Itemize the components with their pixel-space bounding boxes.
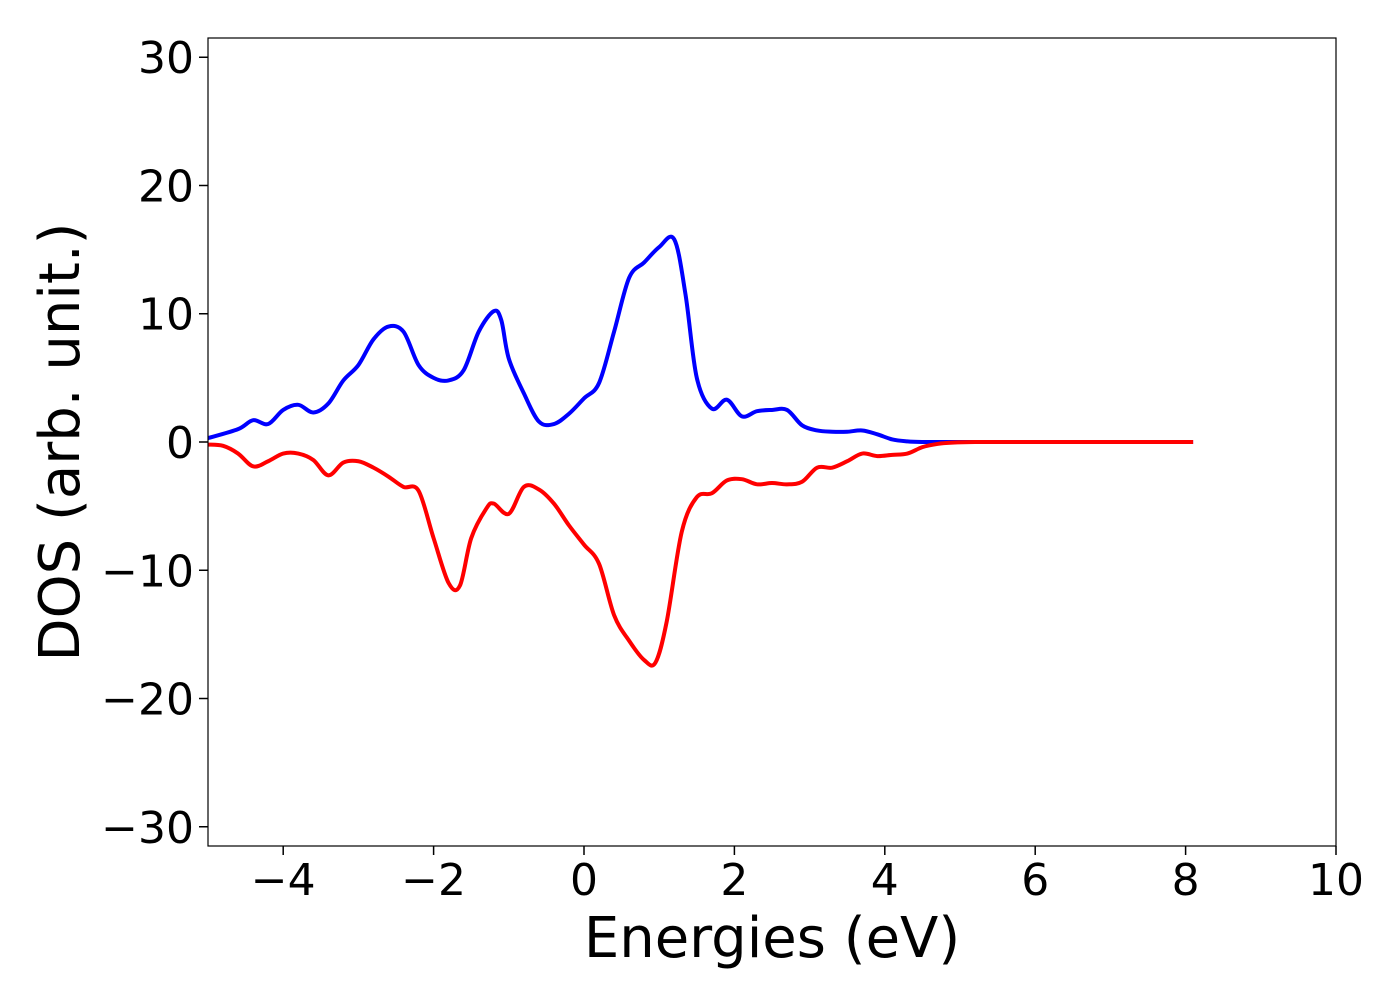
series-line-spin-up <box>208 234 1194 445</box>
x-tick-label: 2 <box>720 855 748 906</box>
y-tick-label: 20 <box>138 161 194 212</box>
y-tick-label: −10 <box>101 546 194 597</box>
x-tick-label: 8 <box>1172 855 1200 906</box>
series-line-spin-down <box>208 439 1194 668</box>
x-tick-label: −4 <box>251 855 316 906</box>
y-tick-label: 10 <box>138 290 194 341</box>
y-axis-title: DOS (arb. unit.) <box>28 222 93 661</box>
x-tick-label: 4 <box>871 855 899 906</box>
y-tick-label: 30 <box>138 33 194 84</box>
x-tick-label: 0 <box>570 855 598 906</box>
x-tick-label: 10 <box>1308 855 1364 906</box>
y-tick-label: 0 <box>166 418 194 469</box>
x-tick-label: 6 <box>1021 855 1049 906</box>
series-layer <box>208 234 1194 668</box>
y-tick-label: −20 <box>101 675 194 726</box>
x-tick-label: −2 <box>401 855 466 906</box>
x-axis-title: Energies (eV) <box>584 906 960 971</box>
y-tick-label: −30 <box>101 803 194 854</box>
